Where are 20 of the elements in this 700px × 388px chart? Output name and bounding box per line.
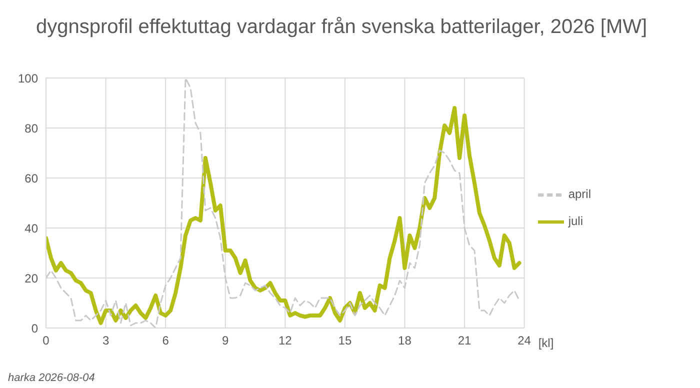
y-tick-label: 60 xyxy=(24,171,38,186)
x-tick-label: 12 xyxy=(278,334,292,348)
y-tick-label: 40 xyxy=(24,221,38,236)
y-tick-label: 100 xyxy=(18,71,38,86)
x-tick-label: 0 xyxy=(42,334,50,348)
legend-label: april xyxy=(568,187,591,202)
chart-title: dygnsprofil effektuttag vardagar från svenska batterilager, 2026 [MW] xyxy=(36,16,648,39)
x-axis-title: [kl] xyxy=(538,336,554,350)
x-tick-label: 9 xyxy=(222,334,230,348)
x-tick-label: 21 xyxy=(458,334,472,348)
x-tick-label: 24 xyxy=(518,334,532,348)
legend-label: juli xyxy=(568,214,583,228)
x-tick-label: 6 xyxy=(162,334,170,348)
y-tick-label: 0 xyxy=(31,321,38,336)
text: harka 2026-08-04 xyxy=(8,372,95,384)
x-tick-label: 3 xyxy=(102,334,110,348)
y-tick-label: 20 xyxy=(24,271,38,286)
y-tick-label: 80 xyxy=(24,121,38,136)
x-tick-label: 15 xyxy=(338,334,352,348)
x-tick-label: 18 xyxy=(398,334,412,348)
